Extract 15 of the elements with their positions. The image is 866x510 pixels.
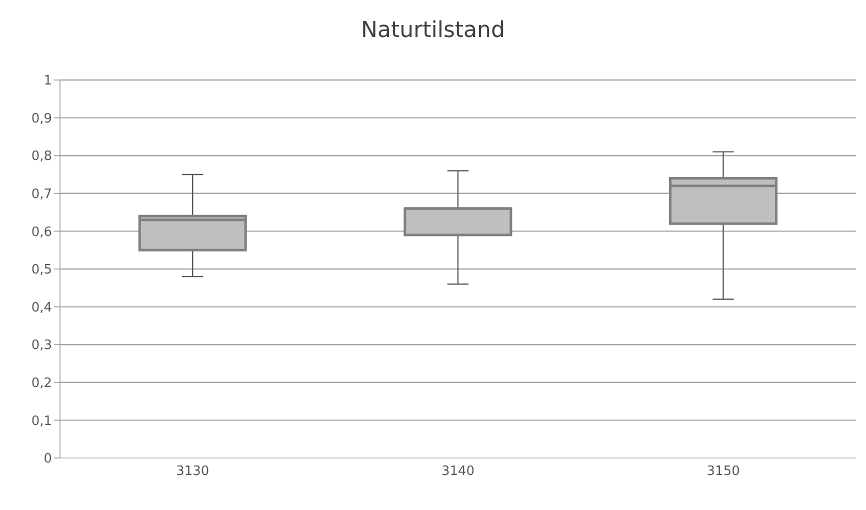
x-tick-label: 3150 [706,464,740,480]
y-tick-label: 0 [44,452,52,467]
y-tick-label: 0,5 [31,262,52,278]
chart-title: Naturtilstand [360,17,506,45]
y-tick-label: 0,9 [31,111,52,126]
x-tick-label: 3130 [176,464,210,480]
y-tick-label: 0,1 [31,414,52,429]
y-tick-label: 1 [44,74,52,89]
y-tick-label: 0,2 [31,376,52,392]
x-tick-label: 3140 [441,464,475,480]
y-tick-label: 0,6 [31,224,52,240]
y-tick-label: 0,7 [31,187,52,202]
y-tick-label: 0,8 [31,149,52,164]
y-tick-label: 0,4 [31,300,52,316]
y-tick-label: 0,3 [31,338,52,354]
